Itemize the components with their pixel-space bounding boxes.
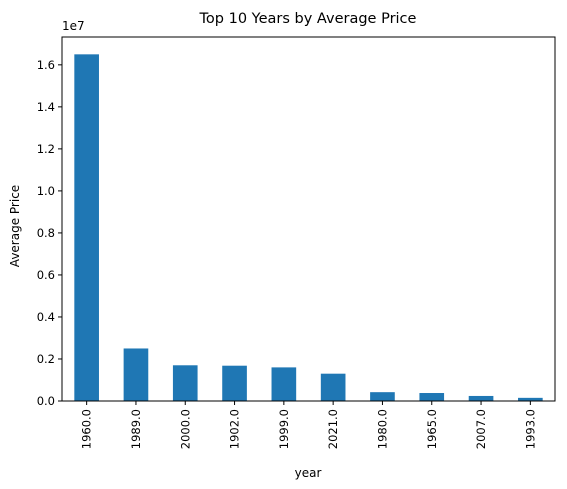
y-axis-label: Average Price: [8, 185, 22, 267]
y-tick-label: 1.6: [37, 58, 55, 72]
x-axis-label: year: [295, 466, 322, 480]
chart-title: Top 10 Years by Average Price: [199, 11, 417, 27]
bar-1999.0: [271, 367, 297, 401]
x-tick-label: 1960.0: [80, 409, 94, 449]
bar-1980.0: [370, 392, 395, 401]
y-tick-label: 0.4: [37, 310, 55, 324]
y-tick-label: 0.0: [37, 394, 55, 408]
x-tick-label: 1965.0: [425, 409, 439, 449]
y-axis: 0.0 0.2 0.4 0.6 0.8 1.0 1.2 1.4 1.6: [37, 58, 62, 408]
bar-1993.0: [518, 397, 543, 401]
bar-1989.0: [123, 348, 149, 401]
x-tick-label: 2007.0: [474, 409, 488, 449]
y-tick-label: 1.4: [37, 100, 55, 114]
y-tick-label: 1.0: [37, 184, 55, 198]
bar-1902.0: [222, 365, 247, 401]
x-tick-label: 1999.0: [277, 409, 291, 449]
x-axis: 1960.0 1989.0 2000.0 1902.0 1999.0 2021.0 1980…: [80, 401, 537, 449]
x-tick-label: 1902.0: [228, 409, 242, 449]
bar-2000.0: [172, 365, 198, 401]
bars-group: [74, 54, 543, 401]
y-tick-label: 0.6: [37, 268, 55, 282]
y-offset-label: 1e7: [62, 19, 85, 33]
x-tick-label: 1980.0: [375, 409, 389, 449]
bar-2021.0: [320, 373, 346, 401]
bar-1965.0: [419, 393, 445, 401]
plot-frame: [61, 36, 556, 402]
y-tick-label: 1.2: [37, 142, 55, 156]
bar-2007.0: [468, 395, 494, 401]
x-tick-label: 1993.0: [523, 409, 537, 449]
x-tick-label: 2021.0: [326, 409, 340, 449]
y-tick-label: 0.2: [37, 352, 55, 366]
x-tick-label: 1989.0: [129, 409, 143, 449]
bar-1960.0: [74, 54, 99, 401]
x-tick-label: 2000.0: [178, 409, 192, 449]
y-tick-label: 0.8: [37, 226, 55, 240]
